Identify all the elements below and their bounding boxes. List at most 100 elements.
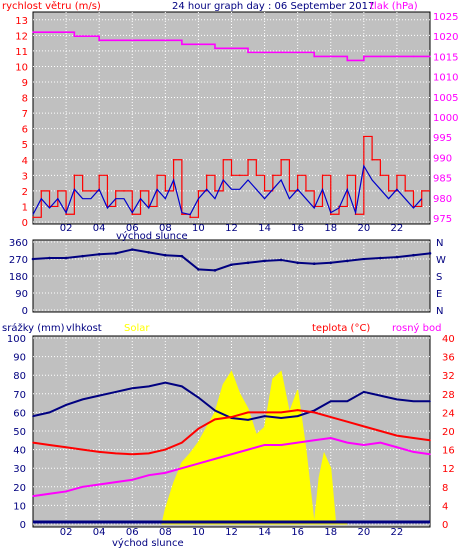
panel3-solar-label: Solar <box>124 323 150 334</box>
panel3-x-tick: 14 <box>258 527 271 538</box>
temperature-series-point <box>296 409 299 411</box>
temperature-series-point <box>131 453 134 456</box>
wind-speed-point <box>346 174 349 177</box>
wind-speed-point <box>230 174 233 177</box>
panel1-right-tick: 1010 <box>433 73 458 84</box>
panel3-sunrise-label: východ slunce <box>112 537 184 549</box>
wind-direction-point <box>379 256 382 260</box>
humidity-series-point <box>313 409 316 412</box>
pressure-point <box>346 59 349 62</box>
panel3-x-tick: 20 <box>357 527 370 538</box>
humidity-series-point <box>379 394 382 397</box>
temperature-series-point <box>429 439 431 442</box>
panel1-right-tick: 1000 <box>433 113 458 124</box>
chart-marks: 0123456789101112139759809859909951000100… <box>7 12 458 538</box>
wind-speed-point <box>57 190 59 192</box>
wind-direction-point <box>263 259 266 263</box>
wind-speed-point <box>172 158 175 161</box>
panel1-sunrise-label: východ slunce <box>116 230 188 242</box>
dew-point-series-point <box>280 444 282 446</box>
panel1-left-tick: 9 <box>22 78 28 89</box>
temperature-series-point <box>329 416 332 418</box>
panel2-right-tick: E <box>436 289 442 300</box>
wind-speed-point <box>272 174 274 177</box>
dew-point-series-point <box>214 458 216 460</box>
wind-direction-point <box>114 252 118 255</box>
wind-speed-point <box>238 174 241 177</box>
wind-speed-point <box>90 190 92 192</box>
wind-direction-point <box>230 263 233 266</box>
dew-point-series-point <box>396 446 398 449</box>
wind-direction-point <box>197 268 200 271</box>
pressure-point <box>65 31 67 33</box>
temperature-series-point <box>247 411 249 414</box>
wind-speed-point <box>65 213 67 216</box>
panel3-x-tick: 10 <box>192 527 205 538</box>
temperature-series-point <box>280 411 282 414</box>
humidity-series-point <box>214 409 216 412</box>
panel2-left-tick: 360 <box>9 238 28 249</box>
panel3-x-tick: 22 <box>391 527 404 538</box>
panel3-left-tick: 30 <box>13 464 26 475</box>
panel1-left-tick: 2 <box>22 187 28 198</box>
dew-point-series-point <box>81 486 84 488</box>
panel3-rain-label: srážky (mm) <box>2 322 65 334</box>
panel2-right-tick: S <box>436 272 442 283</box>
wind-speed-point <box>98 174 100 177</box>
panel1-title: 24 hour graph day : 06 September 2017 <box>172 1 374 12</box>
dew-point-series-point <box>147 474 150 476</box>
wind-speed-point <box>305 190 307 192</box>
pressure-point <box>379 55 382 58</box>
panel1-right-tick: 995 <box>433 133 452 144</box>
panel3-x-tick: 08 <box>159 527 172 538</box>
temperature-series-point <box>363 425 365 428</box>
humidity-series-point <box>363 391 365 393</box>
panel3-left-tick: 50 <box>13 427 26 438</box>
panel1-left-tick: 5 <box>22 140 28 151</box>
dew-point-series-point <box>164 472 167 474</box>
humidity-series-point <box>181 385 183 388</box>
wind-direction-point <box>48 256 51 260</box>
wind-speed-point <box>404 190 406 192</box>
panel1-left-tick: 11 <box>15 47 28 58</box>
panel1-x-tick: 18 <box>324 223 337 234</box>
dew-point-series-point <box>65 490 67 493</box>
pressure-point <box>396 55 398 58</box>
panel3-temp-label: teplota (°C) <box>312 323 370 334</box>
panel3-left-tick: 0 <box>20 520 26 531</box>
temperature-series-point <box>214 418 216 421</box>
panel2-left-tick: 180 <box>9 272 28 283</box>
wind-speed-point <box>181 213 183 216</box>
wind-speed-point <box>164 190 167 192</box>
panel1-left-tick: 3 <box>22 171 28 182</box>
wind-speed-point <box>255 174 258 177</box>
panel1-x-tick: 08 <box>159 223 172 234</box>
pressure-point <box>164 39 167 42</box>
dew-point-series-point <box>313 439 316 442</box>
pressure-point <box>412 55 415 58</box>
panel3-left-tick: 40 <box>13 446 26 457</box>
pressure-point <box>147 39 150 42</box>
wind-speed-point <box>420 190 423 192</box>
dew-point-series-point <box>48 492 51 495</box>
pressure-point <box>296 51 299 54</box>
pressure-point <box>230 47 233 50</box>
panel3-left-tick: 20 <box>13 483 26 494</box>
panel3-right-tick: 12 <box>442 464 455 475</box>
panel3-right-tick: 4 <box>442 501 448 512</box>
humidity-series-point <box>131 387 134 390</box>
panel1-right-tick: 1020 <box>433 32 458 43</box>
panel1-right-tick: 1015 <box>433 52 458 63</box>
panel1-left-tick: 8 <box>22 94 28 105</box>
wind-direction-point <box>345 259 349 263</box>
panel3-left-tick: 80 <box>13 371 26 382</box>
panel3-right-tick: 40 <box>442 334 455 345</box>
humidity-series-point <box>81 398 84 401</box>
wind-speed-point <box>379 174 382 177</box>
wind-speed-point <box>189 216 191 219</box>
panel2-right-tick: W <box>436 255 446 266</box>
humidity-series-point <box>197 396 200 399</box>
temperature-series-point <box>81 448 84 451</box>
panel1-left-tick: 10 <box>15 62 28 73</box>
